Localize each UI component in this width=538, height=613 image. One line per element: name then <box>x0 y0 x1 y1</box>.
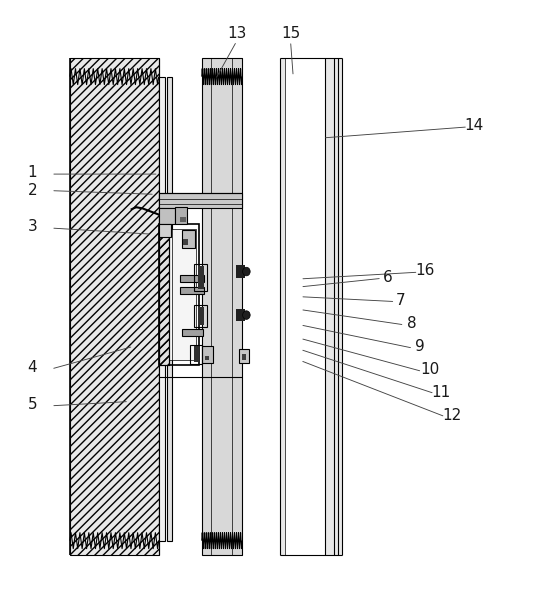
Bar <box>242 354 246 360</box>
Text: 13: 13 <box>227 26 246 41</box>
Bar <box>159 224 169 365</box>
Bar <box>190 345 202 364</box>
Text: 1: 1 <box>27 166 37 180</box>
Text: 11: 11 <box>431 385 451 400</box>
Text: 7: 7 <box>396 293 406 308</box>
Bar <box>159 77 165 541</box>
Bar <box>202 58 242 555</box>
Bar <box>194 305 207 327</box>
Bar <box>198 266 204 289</box>
Circle shape <box>243 267 250 276</box>
Bar <box>194 346 199 362</box>
Bar <box>159 208 175 224</box>
Text: 3: 3 <box>27 219 37 234</box>
Text: 15: 15 <box>281 26 300 41</box>
Bar <box>180 275 204 282</box>
Text: 2: 2 <box>27 183 37 197</box>
Bar <box>169 229 196 360</box>
Text: 5: 5 <box>27 397 37 412</box>
Bar <box>182 329 203 336</box>
Bar <box>180 287 204 294</box>
Bar <box>182 230 195 248</box>
Text: 9: 9 <box>415 339 424 354</box>
Bar <box>198 306 204 325</box>
Bar <box>183 239 188 245</box>
Bar <box>159 224 171 237</box>
Text: 16: 16 <box>415 264 435 278</box>
Polygon shape <box>70 58 159 555</box>
Bar <box>194 264 207 291</box>
Circle shape <box>243 311 250 319</box>
Bar <box>325 58 342 555</box>
Bar <box>167 77 172 541</box>
Bar <box>159 193 242 208</box>
Bar <box>202 346 213 363</box>
Text: 4: 4 <box>27 360 37 375</box>
Bar <box>159 224 169 365</box>
Bar <box>236 309 245 321</box>
Text: 8: 8 <box>407 316 416 331</box>
Text: 6: 6 <box>383 270 392 284</box>
Bar <box>180 217 186 222</box>
Bar <box>280 58 285 555</box>
Text: 12: 12 <box>442 408 462 422</box>
Bar <box>159 224 199 365</box>
Bar <box>175 207 187 224</box>
Bar <box>205 356 209 360</box>
Text: 14: 14 <box>464 118 483 133</box>
Text: 10: 10 <box>421 362 440 377</box>
Bar <box>236 265 245 278</box>
Bar <box>239 349 249 363</box>
